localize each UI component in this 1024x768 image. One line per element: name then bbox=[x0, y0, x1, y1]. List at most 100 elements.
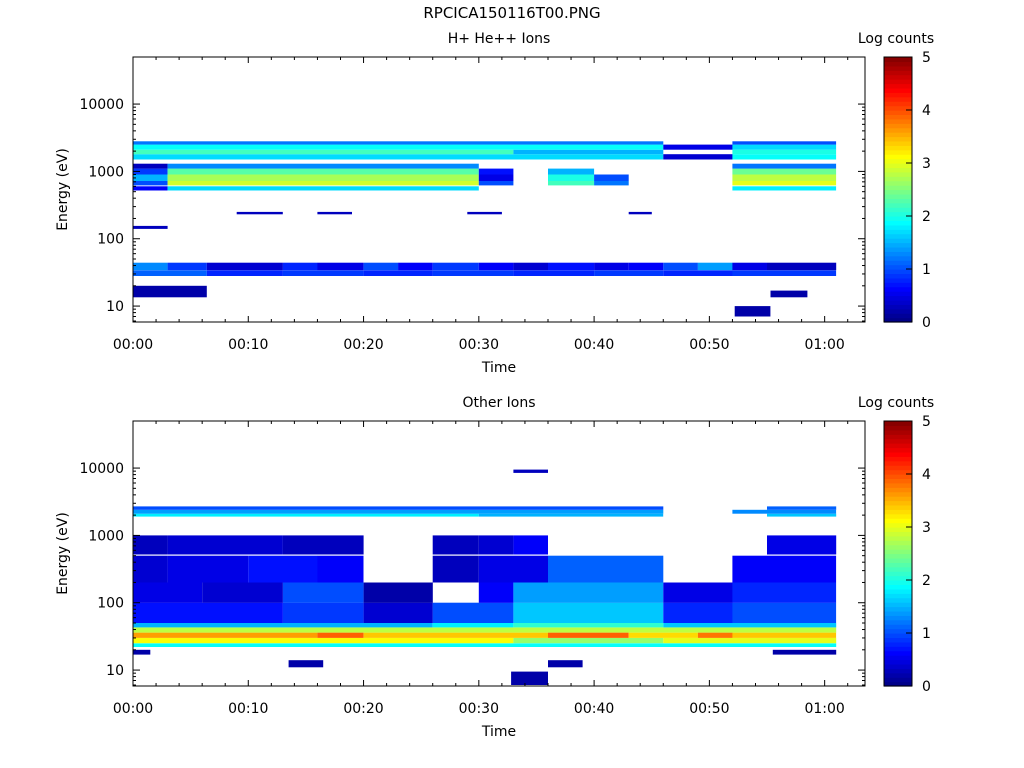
spectrogram-cell bbox=[133, 154, 664, 160]
spectrogram-cell bbox=[697, 262, 733, 271]
spectrogram-cell bbox=[732, 262, 767, 271]
spectrogram-cell bbox=[167, 168, 479, 175]
colorbar-swatch bbox=[884, 304, 912, 310]
colorbar-swatch bbox=[884, 557, 912, 563]
colorbar-swatch bbox=[884, 509, 912, 515]
colorbar-swatch bbox=[884, 57, 912, 63]
x-tick-label: 00:30 bbox=[459, 337, 499, 353]
colorbar-swatch bbox=[884, 535, 912, 541]
colorbar-label: Log counts bbox=[858, 31, 934, 47]
spectrogram-cell bbox=[732, 144, 837, 150]
spectrogram-cell bbox=[663, 262, 698, 271]
colorbar-swatch bbox=[884, 211, 912, 217]
colorbar-swatch bbox=[884, 677, 912, 683]
spectrogram-cell bbox=[133, 174, 168, 181]
colorbar-swatch bbox=[884, 105, 912, 111]
spectrogram-cell bbox=[167, 555, 249, 583]
colorbar-swatch bbox=[884, 451, 912, 457]
spectrogram-cell bbox=[513, 623, 664, 628]
colorbar-swatch bbox=[884, 61, 912, 67]
spectrogram-cell bbox=[167, 181, 479, 186]
colorbar-swatch bbox=[884, 527, 912, 533]
y-tick-label: 1000 bbox=[88, 528, 124, 544]
spectrogram-cell bbox=[282, 582, 364, 603]
colorbar-swatch bbox=[884, 434, 912, 440]
spectrogram-cell bbox=[513, 535, 548, 555]
x-tick-label: 00:40 bbox=[574, 701, 614, 717]
spectrogram-cell bbox=[663, 154, 733, 160]
colorbar-swatch bbox=[884, 593, 912, 599]
spectrogram-cell bbox=[133, 285, 207, 298]
y-tick-label: 100 bbox=[97, 232, 124, 248]
colorbar-swatch bbox=[884, 154, 912, 160]
colorbar-swatch bbox=[884, 610, 912, 616]
colorbar-swatch bbox=[884, 549, 912, 555]
spectrogram-cell bbox=[133, 632, 318, 638]
spectrogram-cell bbox=[133, 643, 837, 647]
colorbar-swatch bbox=[884, 553, 912, 559]
colorbar-frame bbox=[883, 420, 913, 687]
colorbar-swatch bbox=[884, 189, 912, 195]
colorbar-swatch bbox=[884, 317, 912, 323]
x-tick-label: 00:00 bbox=[113, 701, 153, 717]
colorbar-swatch bbox=[884, 663, 912, 669]
plot-title: Other Ions bbox=[462, 395, 535, 411]
spectrogram-cell bbox=[513, 149, 664, 155]
spectrogram-cell bbox=[663, 582, 733, 603]
colorbar-swatch bbox=[884, 202, 912, 208]
spectrogram-cell bbox=[363, 262, 399, 271]
spectrogram-cell bbox=[732, 168, 837, 175]
spectrogram-cell bbox=[133, 225, 168, 229]
spectrogram-cell bbox=[432, 262, 479, 271]
x-tick-label: 01:00 bbox=[804, 701, 844, 717]
colorbar-swatch bbox=[884, 132, 912, 138]
spectrogram-cell bbox=[548, 555, 664, 583]
spectrogram-cell bbox=[594, 262, 629, 271]
colorbar-swatch bbox=[884, 650, 912, 656]
spectrogram-cell bbox=[317, 211, 352, 215]
spectrogram-cell bbox=[282, 262, 318, 271]
spectrogram-cell bbox=[363, 602, 433, 623]
colorbar-swatch bbox=[884, 127, 912, 133]
colorbar-tick-label: 3 bbox=[922, 520, 931, 536]
colorbar-swatch bbox=[884, 65, 912, 71]
colorbar-swatch bbox=[884, 224, 912, 230]
page-title: RPCICA150116T00.PNG bbox=[423, 4, 601, 22]
spectrogram-cell bbox=[282, 602, 364, 623]
colorbar-swatch bbox=[884, 255, 912, 261]
colorbar-swatch bbox=[884, 114, 912, 120]
colorbar-swatch bbox=[884, 465, 912, 471]
spectrogram-cell bbox=[478, 174, 514, 181]
spectrogram-cell bbox=[133, 637, 514, 644]
spectrogram-cell bbox=[317, 262, 364, 271]
colorbar-swatch bbox=[884, 584, 912, 590]
spectrogram-cell bbox=[548, 632, 629, 638]
spectrogram-cell bbox=[167, 186, 479, 191]
colorbar-swatch bbox=[884, 198, 912, 204]
colorbar-swatch bbox=[884, 562, 912, 568]
colorbar-swatch bbox=[884, 575, 912, 581]
spectrogram-cell bbox=[206, 262, 283, 271]
colorbar-swatch bbox=[884, 681, 912, 687]
colorbar-swatch bbox=[884, 216, 912, 222]
colorbar-swatch bbox=[884, 624, 912, 630]
spectrogram-cell bbox=[167, 174, 479, 181]
spectrogram-cell bbox=[133, 181, 168, 186]
spectrogram-cell bbox=[513, 262, 548, 271]
colorbar-swatch bbox=[884, 443, 912, 449]
colorbar-tick-label: 0 bbox=[922, 679, 931, 695]
colorbar-tick-label: 2 bbox=[922, 573, 931, 589]
x-tick-label: 00:40 bbox=[574, 337, 614, 353]
colorbar-swatch bbox=[884, 313, 912, 319]
colorbar-swatch bbox=[884, 500, 912, 506]
spectrogram-cell bbox=[202, 582, 283, 603]
spectrogram-cell bbox=[732, 154, 837, 160]
spectrogram-cell bbox=[628, 632, 698, 638]
y-axis-label: Energy (eV) bbox=[55, 512, 71, 595]
spectrogram-cell bbox=[478, 168, 514, 175]
spectrogram-cell bbox=[628, 262, 664, 271]
colorbar-swatch bbox=[884, 171, 912, 177]
colorbar-swatch bbox=[884, 96, 912, 102]
colorbar-swatch bbox=[884, 566, 912, 572]
colorbar-swatch bbox=[884, 118, 912, 124]
